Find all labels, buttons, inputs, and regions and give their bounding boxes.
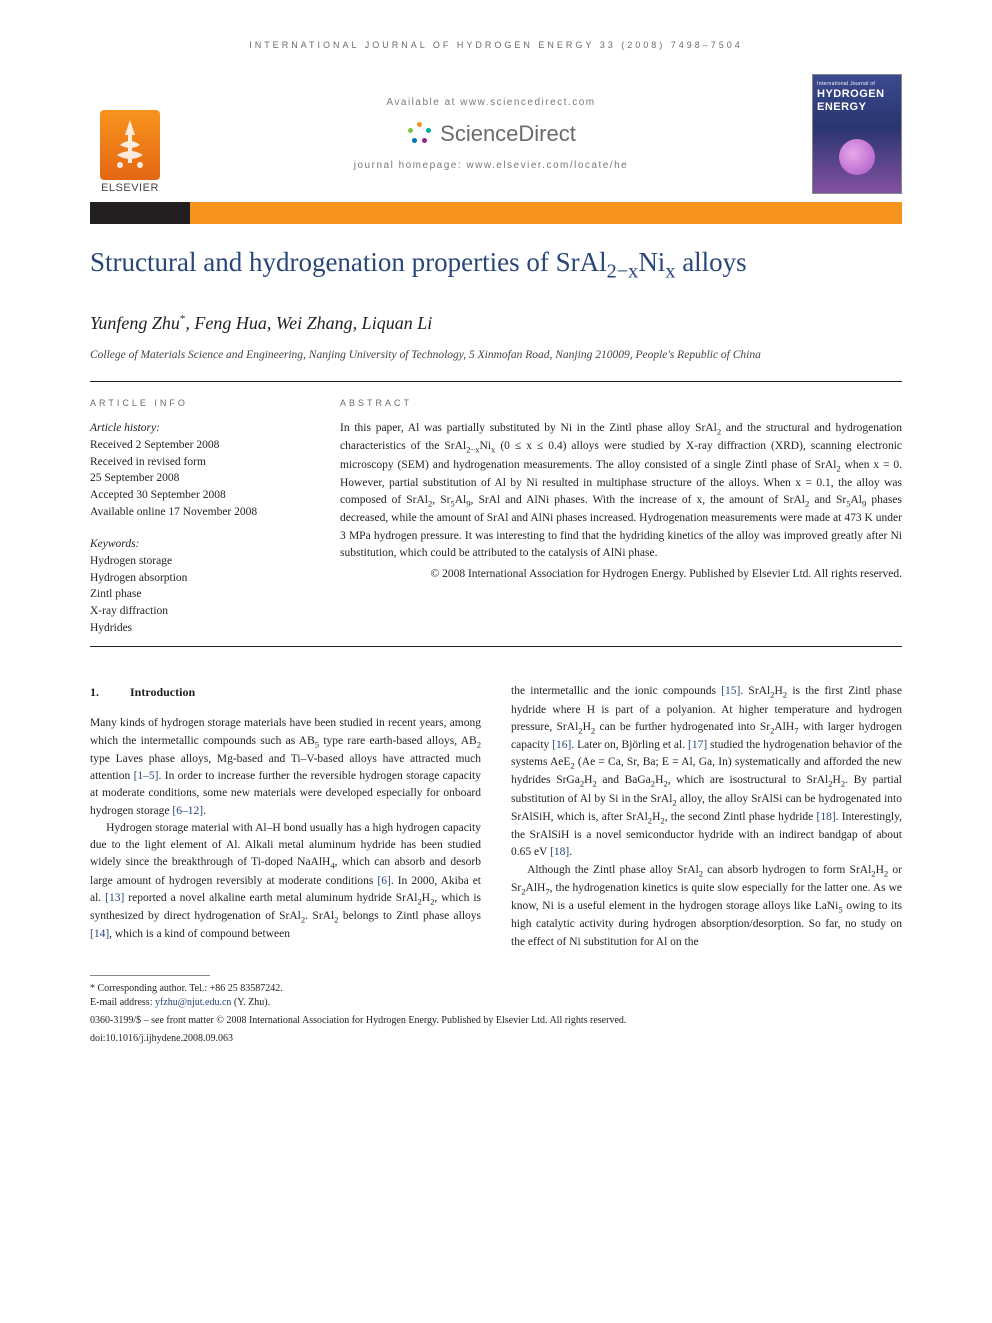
- accent-bar-dark-segment: [90, 202, 190, 224]
- running-header: INTERNATIONAL JOURNAL OF HYDROGEN ENERGY…: [90, 40, 902, 50]
- available-at-text: Available at www.sciencedirect.com: [182, 97, 800, 108]
- page-copyright: 0360-3199/$ – see front matter © 2008 In…: [90, 1014, 902, 1028]
- doi: doi:10.1016/j.ijhydene.2008.09.063: [90, 1032, 902, 1046]
- body-paragraph: Although the Zintl phase alloy SrAl2 can…: [511, 862, 902, 951]
- sd-wordmark: ScienceDirect: [440, 121, 576, 147]
- keyword: Hydrides: [90, 620, 310, 637]
- journal-cover: International Journal of HYDROGEN ENERGY: [812, 74, 902, 194]
- article-info-label: ARTICLE INFO: [90, 398, 310, 408]
- footnote-separator: [90, 975, 210, 976]
- authors: Yunfeng Zhu*, Feng Hua, Wei Zhang, Liqua…: [90, 313, 902, 334]
- keywords-label: Keywords:: [90, 536, 310, 553]
- article-history-block: Article history: Received 2 September 20…: [90, 420, 310, 636]
- masthead: ELSEVIER Available at www.sciencedirect.…: [90, 74, 902, 194]
- corresponding-line: * Corresponding author. Tel.: +86 25 835…: [90, 982, 902, 996]
- email-suffix: (Y. Zhu).: [231, 997, 270, 1008]
- keyword: Zintl phase: [90, 586, 310, 603]
- affiliation: College of Materials Science and Enginee…: [90, 348, 902, 364]
- publisher-logo-block: ELSEVIER: [90, 74, 170, 194]
- body-paragraph: Hydrogen storage material with Al–H bond…: [90, 820, 481, 944]
- history-label: Article history:: [90, 420, 310, 437]
- abstract-column: ABSTRACT In this paper, Al was partially…: [340, 398, 902, 636]
- abstract-text: In this paper, Al was partially substitu…: [340, 420, 902, 562]
- section-title: Introduction: [130, 685, 195, 699]
- revised-line2: 25 September 2008: [90, 470, 310, 487]
- rule-bottom: [90, 646, 902, 647]
- section-heading: 1.Introduction: [90, 683, 481, 701]
- cover-small-text: International Journal of: [817, 81, 897, 87]
- abstract-label: ABSTRACT: [340, 398, 902, 408]
- email-link[interactable]: yfzhu@njut.edu.cn: [155, 997, 231, 1008]
- elsevier-label: ELSEVIER: [101, 182, 159, 194]
- cover-big-2: ENERGY: [817, 101, 897, 113]
- online-date: Available online 17 November 2008: [90, 504, 310, 521]
- masthead-center: Available at www.sciencedirect.com Scien…: [182, 74, 800, 194]
- body-columns: 1.Introduction Many kinds of hydrogen st…: [90, 683, 902, 951]
- info-abstract-row: ARTICLE INFO Article history: Received 2…: [90, 382, 902, 646]
- article-title: Structural and hydrogenation properties …: [90, 246, 902, 285]
- journal-homepage-text: journal homepage: www.elsevier.com/locat…: [182, 160, 800, 171]
- keyword: X-ray diffraction: [90, 603, 310, 620]
- sd-dots-icon: [406, 120, 434, 148]
- received-date: Received 2 September 2008: [90, 437, 310, 454]
- revised-line1: Received in revised form: [90, 454, 310, 471]
- sciencedirect-logo: ScienceDirect: [182, 120, 800, 148]
- keyword: Hydrogen storage: [90, 553, 310, 570]
- body-paragraph: the intermetallic and the ionic compound…: [511, 683, 902, 861]
- cover-big-1: HYDROGEN: [817, 88, 897, 100]
- body-column-left: 1.Introduction Many kinds of hydrogen st…: [90, 683, 481, 951]
- section-number: 1.: [90, 683, 130, 701]
- journal-cover-block: International Journal of HYDROGEN ENERGY: [812, 74, 902, 194]
- abstract-copyright: © 2008 International Association for Hyd…: [340, 566, 902, 583]
- keyword: Hydrogen absorption: [90, 570, 310, 587]
- title-accent-bar: [90, 202, 902, 224]
- article-info-column: ARTICLE INFO Article history: Received 2…: [90, 398, 310, 636]
- corresponding-author-footnote: * Corresponding author. Tel.: +86 25 835…: [90, 982, 902, 1010]
- email-line: E-mail address: yfzhu@njut.edu.cn (Y. Zh…: [90, 996, 902, 1010]
- body-column-right: the intermetallic and the ionic compound…: [511, 683, 902, 951]
- email-label: E-mail address:: [90, 997, 155, 1008]
- body-paragraph: Many kinds of hydrogen storage materials…: [90, 715, 481, 819]
- cover-graphic-icon: [839, 139, 875, 175]
- accepted-date: Accepted 30 September 2008: [90, 487, 310, 504]
- elsevier-tree-icon: [100, 110, 160, 180]
